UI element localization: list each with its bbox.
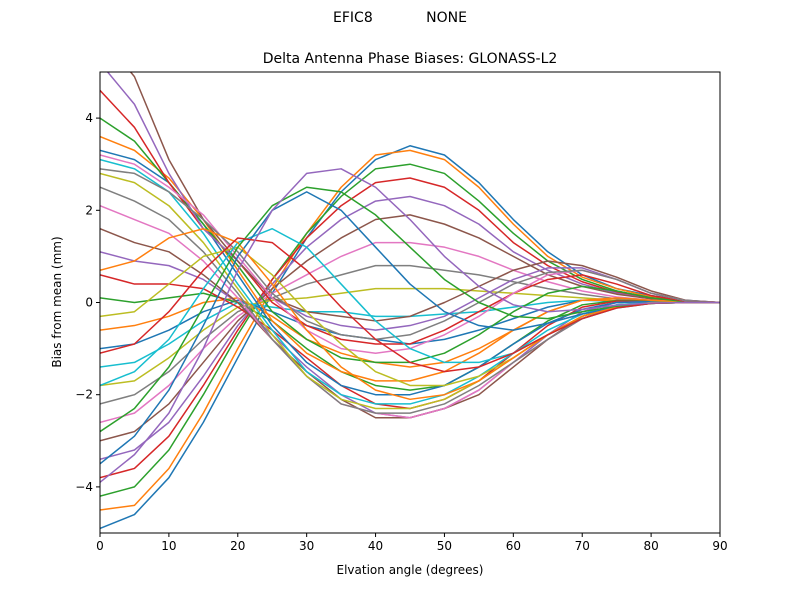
- y-tick-label: 0: [85, 296, 93, 310]
- x-axis: 0 10 20 30 40 50 60 70 80 90: [96, 533, 728, 553]
- series-line-35: [100, 168, 720, 483]
- series-line-32: [100, 227, 720, 401]
- x-tick-label: 10: [161, 539, 176, 553]
- y-tick-label: −4: [75, 480, 93, 494]
- x-tick-label: 80: [643, 539, 658, 553]
- series-line-4: [100, 177, 720, 479]
- series-line-2: [100, 149, 720, 511]
- x-tick-label: 30: [299, 539, 314, 553]
- series-line-28: [100, 168, 720, 341]
- y-axis: −4 −2 0 2 4: [75, 111, 100, 494]
- x-tick-label: 50: [437, 539, 452, 553]
- series-line-27: [100, 154, 720, 354]
- series-line-1: [100, 145, 720, 530]
- series-line-21: [100, 149, 720, 396]
- x-tick-label: 70: [575, 539, 590, 553]
- x-tick-label: 90: [712, 539, 727, 553]
- y-tick-label: −2: [75, 388, 93, 402]
- series-line-8: [100, 264, 720, 405]
- x-tick-label: 0: [96, 539, 104, 553]
- series-line-10: [100, 299, 720, 368]
- series-layer: [100, 72, 720, 530]
- figure-suptitle: EFIC8 NONE: [333, 10, 467, 26]
- y-tick-label: 2: [85, 203, 93, 217]
- chart-title: Delta Antenna Phase Biases: GLONASS-L2: [263, 51, 558, 67]
- series-line-12: [100, 297, 720, 368]
- series-line-6: [100, 214, 720, 442]
- x-tick-label: 40: [368, 539, 383, 553]
- y-tick-label: 4: [85, 111, 93, 125]
- series-line-34: [100, 237, 720, 373]
- x-tick-label: 20: [230, 539, 245, 553]
- y-axis-label: Bias from mean (mm): [50, 236, 64, 367]
- series-line-5: [100, 195, 720, 460]
- series-line-33: [100, 186, 720, 433]
- x-axis-label: Elvation angle (degrees): [337, 563, 484, 577]
- x-tick-label: 60: [506, 539, 521, 553]
